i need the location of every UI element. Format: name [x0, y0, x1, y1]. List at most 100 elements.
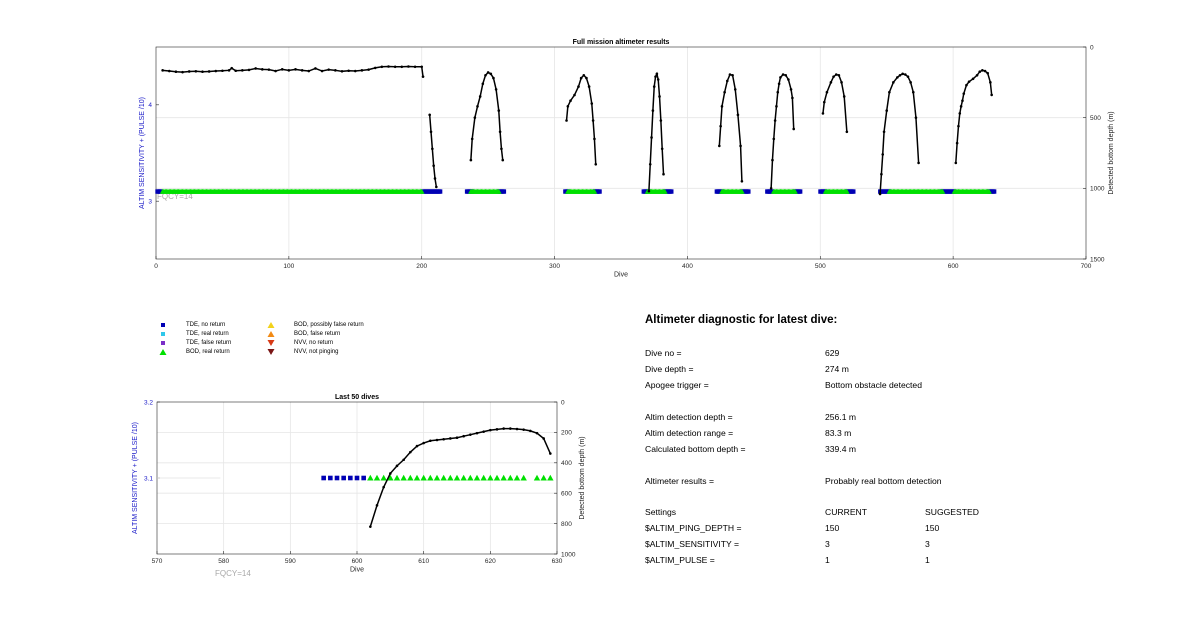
- depth-line: [770, 73, 795, 189]
- depth-point: [300, 69, 304, 72]
- depth-point: [579, 76, 583, 80]
- depth-point: [959, 105, 963, 108]
- depth-point: [482, 430, 485, 433]
- depth-line: [879, 73, 920, 195]
- setting-current: 1: [825, 555, 830, 565]
- depth-point: [489, 428, 492, 432]
- setting-suggested: 1: [925, 555, 930, 565]
- depth-point: [777, 82, 781, 86]
- depth-point: [821, 112, 825, 115]
- plot-area: [156, 47, 1086, 259]
- bod-real-return-marker: [400, 474, 407, 481]
- depth-point: [347, 69, 350, 73]
- y-right-tick-label: 600: [561, 491, 572, 498]
- depth-point: [594, 163, 598, 166]
- diag-label: Altimeter results =: [645, 476, 715, 486]
- last-50-dives-plot: 570 580 590 600 610 620 630 Dive 3.1 3.2 ALTIM SEN…: [132, 394, 586, 578]
- depth-point: [898, 73, 902, 77]
- depth-point: [736, 113, 740, 117]
- depth-point: [593, 137, 596, 141]
- depth-point: [647, 189, 651, 193]
- depth-point: [723, 90, 726, 94]
- y-right-tick-label: 1000: [1090, 186, 1105, 193]
- depth-point: [327, 68, 331, 71]
- depth-point: [662, 172, 665, 176]
- depth-point: [566, 105, 570, 108]
- yellow-triangle-icon: [267, 322, 275, 328]
- depth-point: [207, 70, 211, 73]
- bod-real-return-marker: [427, 474, 434, 481]
- depth-point: [234, 69, 238, 73]
- bod-real-return-marker: [473, 474, 481, 481]
- diag-value: 274 m: [825, 364, 849, 374]
- depth-point: [478, 95, 482, 98]
- depth-point: [911, 90, 915, 94]
- depth-point: [413, 65, 417, 69]
- depth-point: [954, 161, 958, 165]
- bod-real-return-marker: [480, 474, 487, 481]
- diag-value: Bottom obstacle detected: [825, 380, 922, 390]
- depth-point: [409, 450, 412, 454]
- depth-point: [435, 438, 439, 442]
- depth-point: [983, 69, 987, 73]
- x-tick-label: 100: [283, 263, 294, 270]
- bod-real-return-marker: [367, 474, 374, 481]
- depth-point: [981, 69, 984, 72]
- setting-name: $ALTIM_SENSITIVITY =: [645, 539, 740, 549]
- setting-suggested: 150: [925, 523, 940, 533]
- bod-real-return-marker: [453, 474, 461, 481]
- depth-point: [917, 161, 920, 165]
- depth-line: [822, 73, 848, 132]
- diag-value: 256.1 m: [825, 412, 857, 422]
- depth-point: [476, 105, 479, 108]
- depth-point: [718, 144, 721, 148]
- depth-point: [201, 70, 204, 74]
- depth-point: [986, 71, 989, 75]
- tde-no-return-marker: [361, 475, 366, 481]
- depth-point: [775, 105, 778, 108]
- bod-real-return-marker: [393, 474, 401, 481]
- y-right-tick-label: 1000: [561, 551, 576, 558]
- depth-point: [792, 127, 796, 131]
- depth-point: [565, 119, 568, 122]
- depth-point: [221, 69, 224, 73]
- diag-label: Altim detection range =: [645, 428, 734, 438]
- depth-point: [651, 109, 655, 112]
- depth-point: [509, 427, 512, 430]
- depth-point: [587, 85, 591, 88]
- bod-real-return-marker: [467, 474, 474, 481]
- depth-point: [573, 93, 576, 97]
- depth-point: [967, 80, 971, 83]
- depth-point: [497, 109, 501, 112]
- depth-line: [428, 114, 438, 188]
- setting-current: 3: [825, 539, 830, 549]
- tde-no-return-marker: [341, 475, 346, 481]
- diag-value: 629: [825, 348, 840, 358]
- depth-point: [400, 65, 404, 69]
- depth-point: [194, 70, 198, 73]
- depth-point: [878, 192, 882, 196]
- depth-point: [776, 90, 780, 94]
- depth-point: [837, 73, 841, 77]
- legend-label: BOD, possibly false return: [294, 322, 364, 328]
- depth-point: [654, 75, 657, 78]
- bod-real-return-marker: [533, 474, 541, 481]
- depth-point: [470, 137, 474, 141]
- depth-point: [740, 179, 744, 183]
- x-tick-label: 300: [549, 263, 560, 270]
- bod-real-return-marker: [493, 474, 501, 481]
- bod-real-return-marker: [844, 188, 850, 194]
- depth-point: [498, 130, 502, 134]
- depth-point: [529, 429, 532, 433]
- cyan-square-icon: [161, 332, 165, 336]
- dark-red-down-triangle-icon: [267, 349, 275, 355]
- tde-no-return-marker: [354, 475, 360, 481]
- depth-point: [961, 99, 964, 103]
- depth-point: [428, 113, 431, 117]
- depth-point: [719, 124, 722, 128]
- depth-point: [314, 67, 317, 70]
- depth-point: [769, 187, 773, 190]
- orange-triangle-icon: [267, 331, 275, 337]
- bod-real-return-marker: [500, 474, 507, 481]
- depth-point: [585, 76, 588, 80]
